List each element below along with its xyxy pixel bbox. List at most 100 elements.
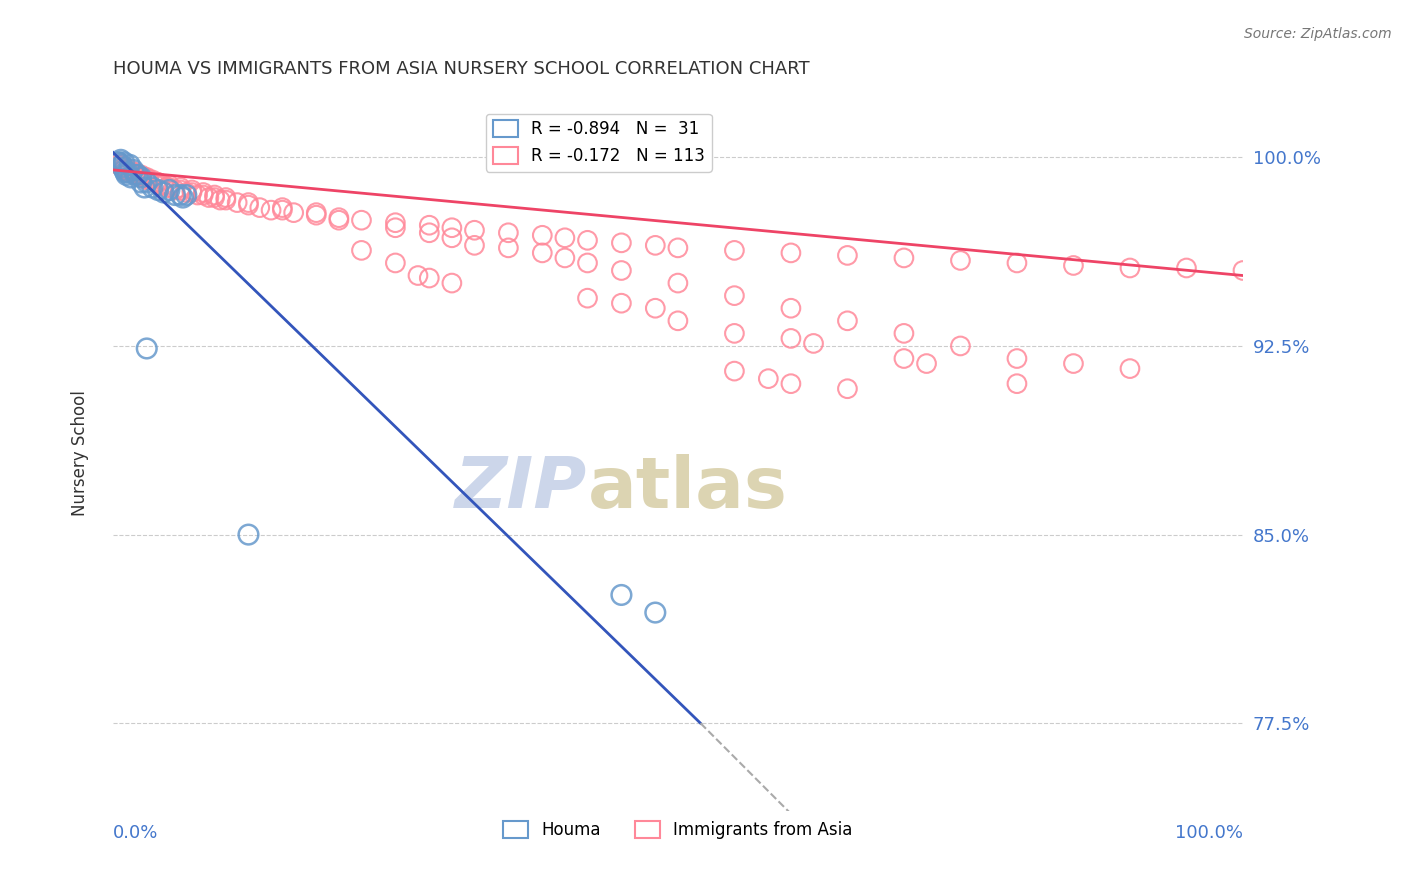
Point — [440, 276, 463, 290]
Point — [440, 231, 463, 245]
Point — [780, 376, 803, 391]
Point — [169, 188, 191, 202]
Point — [666, 241, 689, 255]
Point — [610, 588, 633, 602]
Point — [780, 331, 803, 345]
Point — [187, 188, 209, 202]
Point — [193, 188, 215, 202]
Point — [498, 241, 520, 255]
Point — [1119, 260, 1142, 275]
Point — [238, 198, 260, 212]
Point — [157, 178, 180, 192]
Legend: R = -0.894   N =  31, R = -0.172   N = 113: R = -0.894 N = 31, R = -0.172 N = 113 — [486, 113, 711, 171]
Point — [135, 170, 157, 185]
Point — [644, 606, 666, 620]
Point — [893, 351, 915, 366]
Point — [111, 158, 134, 172]
Point — [1005, 376, 1028, 391]
Point — [117, 165, 139, 179]
Point — [181, 183, 204, 197]
Point — [118, 162, 141, 177]
Point — [576, 291, 599, 305]
Point — [176, 188, 198, 202]
Point — [238, 527, 260, 541]
Point — [107, 155, 129, 169]
Point — [384, 220, 406, 235]
Point — [135, 176, 157, 190]
Text: 0.0%: 0.0% — [112, 824, 159, 842]
Point — [350, 213, 373, 227]
Point — [226, 195, 249, 210]
Point — [780, 246, 803, 260]
Point — [463, 238, 485, 252]
Point — [837, 314, 859, 328]
Point — [122, 162, 145, 177]
Point — [215, 193, 238, 207]
Point — [110, 153, 132, 167]
Point — [554, 251, 576, 265]
Point — [129, 170, 152, 185]
Point — [114, 165, 136, 179]
Point — [418, 271, 440, 285]
Point — [249, 201, 271, 215]
Point — [129, 170, 152, 185]
Point — [610, 296, 633, 310]
Point — [1005, 256, 1028, 270]
Point — [124, 168, 146, 182]
Point — [198, 190, 221, 204]
Point — [138, 173, 160, 187]
Text: HOUMA VS IMMIGRANTS FROM ASIA NURSERY SCHOOL CORRELATION CHART: HOUMA VS IMMIGRANTS FROM ASIA NURSERY SC… — [112, 60, 810, 78]
Point — [1062, 259, 1084, 273]
Point — [723, 244, 745, 258]
Point — [803, 336, 825, 351]
Point — [837, 382, 859, 396]
Point — [172, 190, 194, 204]
Point — [209, 193, 232, 207]
Point — [915, 357, 938, 371]
Point — [1232, 263, 1254, 277]
Point — [610, 235, 633, 250]
Point — [112, 162, 135, 177]
Point — [146, 183, 169, 197]
Point — [135, 342, 157, 356]
Point — [163, 183, 186, 197]
Point — [124, 168, 146, 182]
Point — [328, 213, 350, 227]
Y-axis label: Nursery School: Nursery School — [72, 390, 89, 516]
Point — [350, 244, 373, 258]
Point — [271, 201, 294, 215]
Text: atlas: atlas — [588, 454, 787, 524]
Point — [756, 371, 779, 385]
Point — [146, 176, 169, 190]
Point — [463, 223, 485, 237]
Text: Source: ZipAtlas.com: Source: ZipAtlas.com — [1244, 27, 1392, 41]
Point — [1119, 361, 1142, 376]
Point — [112, 155, 135, 169]
Point — [112, 162, 135, 177]
Point — [146, 176, 169, 190]
Point — [118, 158, 141, 172]
Point — [1005, 351, 1028, 366]
Point — [610, 263, 633, 277]
Point — [193, 186, 215, 200]
Point — [124, 165, 146, 179]
Point — [949, 339, 972, 353]
Text: 100.0%: 100.0% — [1175, 824, 1243, 842]
Point — [134, 170, 156, 185]
Point — [1062, 357, 1084, 371]
Point — [780, 301, 803, 316]
Point — [418, 218, 440, 232]
Point — [120, 170, 142, 185]
Text: ZIP: ZIP — [456, 454, 588, 524]
Point — [723, 326, 745, 341]
Point — [176, 186, 198, 200]
Point — [406, 268, 429, 283]
Point — [118, 165, 141, 179]
Point — [305, 205, 328, 219]
Point — [107, 155, 129, 169]
Point — [271, 203, 294, 218]
Point — [107, 158, 129, 172]
Point — [127, 168, 149, 182]
Point — [837, 248, 859, 262]
Point — [169, 183, 191, 197]
